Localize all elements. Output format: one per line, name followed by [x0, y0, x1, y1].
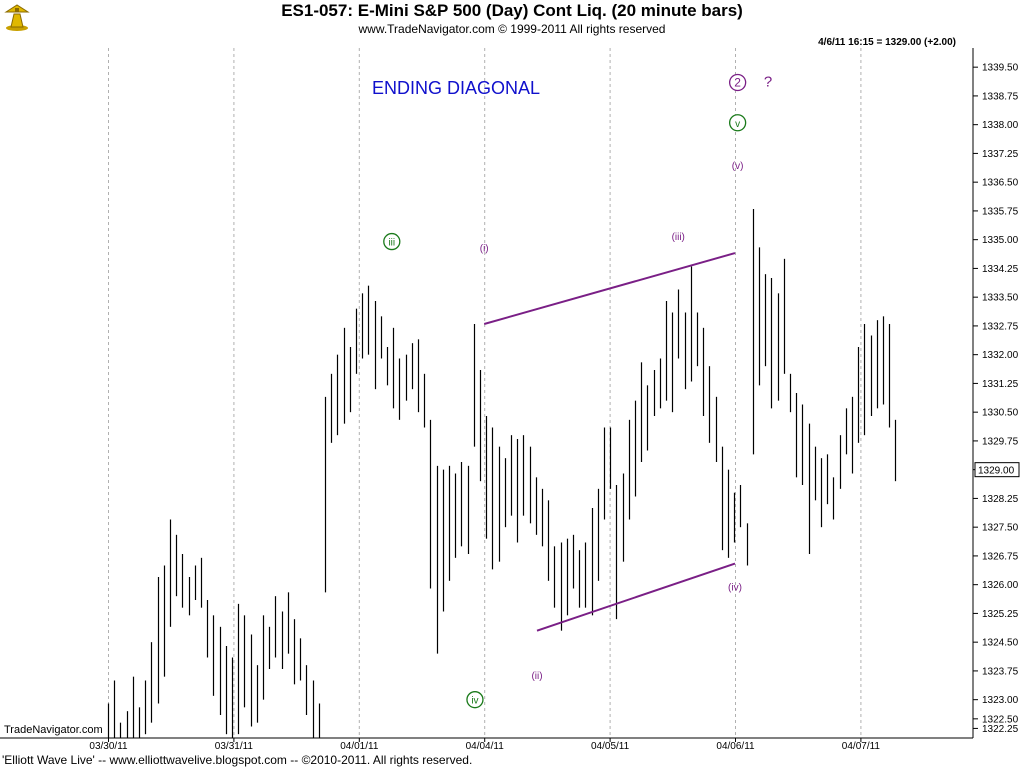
- y-tick-label: 1323.75: [982, 666, 1019, 677]
- y-tick-label: 1329.75: [982, 436, 1019, 447]
- wave-label: (v): [732, 161, 744, 172]
- y-tick-label: 1326.00: [982, 580, 1019, 591]
- y-tick-label: 1330.50: [982, 408, 1019, 419]
- wave-label-circle: [466, 691, 484, 709]
- wave-label: (i): [480, 243, 489, 254]
- y-tick-label: 1332.00: [982, 350, 1019, 361]
- y-tick-label: 1326.75: [982, 551, 1019, 562]
- y-tick-label: 1328.25: [982, 494, 1019, 505]
- price-readout: 4/6/11 16:15 = 1329.00 (+2.00): [818, 37, 956, 48]
- y-tick-label: 1338.00: [982, 120, 1019, 131]
- y-tick-label: 1323.00: [982, 695, 1019, 706]
- y-tick-label: 1338.75: [982, 91, 1019, 102]
- y-tick-label: 1331.25: [982, 379, 1019, 390]
- wave-label: 2: [734, 76, 741, 90]
- x-tick-label: 04/01/11: [340, 741, 379, 752]
- x-tick-label: 04/04/11: [466, 741, 505, 752]
- ending-diagonal-annotation: ENDING DIAGONAL: [372, 78, 540, 98]
- y-tick-label: 1322.50: [982, 714, 1019, 725]
- diagonal-trendline: [483, 252, 736, 325]
- wave-label-circle: [728, 73, 747, 92]
- y-tick-label: 1339.50: [982, 63, 1019, 74]
- brand-label: TradeNavigator.com: [4, 724, 103, 736]
- x-tick-label: 04/05/11: [591, 741, 630, 752]
- x-tick-label: 04/06/11: [716, 741, 755, 752]
- y-tick-label: 1324.50: [982, 638, 1019, 649]
- y-tick-label: 1334.25: [982, 264, 1019, 275]
- wave-label: iii: [388, 238, 395, 249]
- wave-label: ?: [764, 74, 772, 91]
- x-tick-label: 04/07/11: [842, 741, 881, 752]
- wave-label: (iv): [728, 583, 742, 594]
- wave-label: iv: [471, 696, 478, 707]
- wave-label-circle: [383, 232, 401, 251]
- footer-copyright: 'Elliott Wave Live' -- www.elliottwaveli…: [2, 753, 473, 767]
- trade-navigator-logo-icon: [2, 2, 32, 32]
- y-tick-label: 1335.75: [982, 206, 1019, 217]
- y-tick-label: 1336.50: [982, 178, 1019, 189]
- wave-label: (iii): [672, 232, 685, 243]
- x-tick-label: 03/31/11: [215, 741, 254, 752]
- x-tick-label: 03/30/11: [89, 741, 128, 752]
- chart-subtitle: www.TradeNavigator.com © 1999-2011 All r…: [358, 22, 666, 36]
- y-tick-label: 1325.25: [982, 609, 1019, 620]
- diagonal-trendline: [536, 562, 736, 632]
- wave-label: v: [735, 119, 740, 130]
- y-tick-label: 1327.50: [982, 523, 1019, 534]
- wave-label-circle: [728, 114, 747, 132]
- y-tick-label: 1333.50: [982, 293, 1019, 304]
- chart-title: ES1-057: E-Mini S&P 500 (Day) Cont Liq. …: [281, 1, 743, 20]
- last-price-box: [974, 462, 1020, 478]
- y-tick-label: 1337.25: [982, 149, 1019, 160]
- y-tick-label: 1335.00: [982, 235, 1019, 246]
- y-tick-label: 1322.25: [982, 724, 1019, 735]
- last-price-label: 1329.00: [978, 466, 1015, 477]
- wave-label: (ii): [531, 671, 542, 682]
- y-tick-label: 1332.75: [982, 321, 1019, 332]
